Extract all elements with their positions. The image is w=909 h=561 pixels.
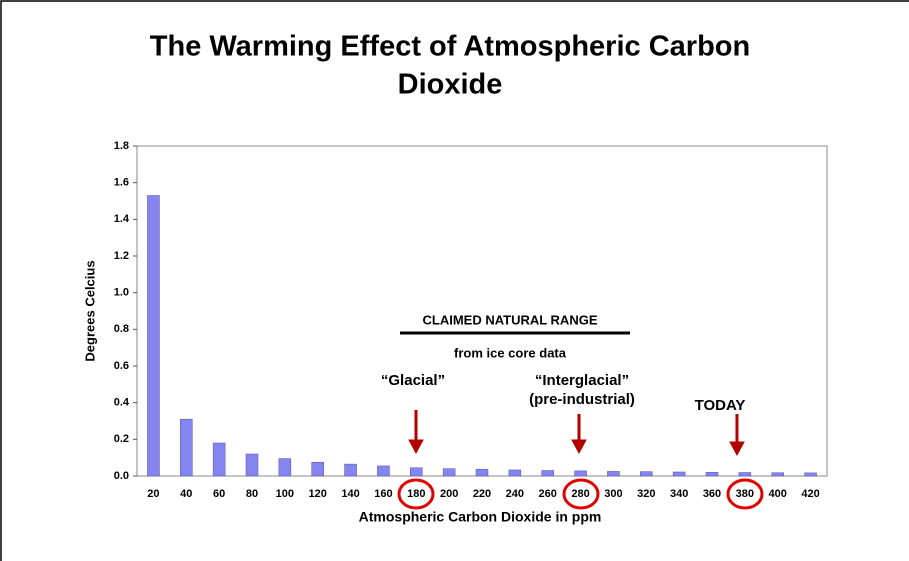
x-tick-label: 100 <box>276 488 294 500</box>
bar <box>574 470 587 477</box>
highlights <box>397 478 764 510</box>
y-tick-label: 0.4 <box>114 397 130 409</box>
bar <box>377 465 390 477</box>
bar <box>212 442 226 477</box>
x-tick-label: 260 <box>539 488 557 500</box>
bar <box>541 470 554 477</box>
y-tick-label: 0.0 <box>114 470 129 482</box>
x-tick-label: 420 <box>801 488 819 500</box>
x-tick-label: 140 <box>341 488 359 500</box>
x-tick-label: 220 <box>473 488 491 500</box>
bar <box>180 418 193 477</box>
x-tick-label: 20 <box>147 488 159 500</box>
annotation: (pre-industrial) <box>529 391 635 408</box>
arrow-head <box>408 439 424 455</box>
y-tick-label: 0.2 <box>114 433 129 445</box>
bar <box>147 195 160 477</box>
plot-area <box>136 145 828 477</box>
y-tick-label: 1.0 <box>114 287 129 299</box>
annotation: “Interglacial” <box>535 372 629 389</box>
x-tick-label: 280 <box>571 488 589 500</box>
bar <box>475 468 489 477</box>
arrow-head <box>571 439 587 455</box>
bar <box>672 471 686 477</box>
highlight-circle <box>562 478 600 510</box>
annotation: CLAIMED NATURAL RANGE <box>422 312 597 327</box>
chart-title: The Warming Effect of Atmospheric Carbon <box>150 31 750 63</box>
x-tick-label: 400 <box>769 488 787 500</box>
x-tick-label: 40 <box>180 488 192 500</box>
x-tick-label: 180 <box>407 488 425 500</box>
y-axis-title: Degrees Celcius <box>82 260 97 361</box>
y-tick-label: 1.2 <box>114 250 129 262</box>
x-tick-label: 240 <box>506 488 524 500</box>
annotation: TODAY <box>695 397 746 414</box>
bar <box>738 472 752 477</box>
bar <box>508 469 522 477</box>
x-tick-label: 120 <box>309 488 327 500</box>
x-tick-label: 320 <box>637 488 655 500</box>
arrow-head <box>729 441 745 457</box>
x-axis-title: Atmospheric Carbon Dioxide in ppm <box>359 509 602 525</box>
bar <box>804 472 817 477</box>
x-tick-label: 200 <box>440 488 458 500</box>
bar <box>607 471 620 477</box>
bar <box>640 471 653 477</box>
x-tick-label: 80 <box>246 488 258 500</box>
x-tick-label: 300 <box>604 488 622 500</box>
highlight-circle <box>397 478 435 510</box>
bar <box>278 458 292 477</box>
bar <box>410 467 423 477</box>
x-tick-label: 340 <box>670 488 688 500</box>
chart-title: Dioxide <box>398 69 503 101</box>
y-tick-label: 0.8 <box>114 323 129 335</box>
y-tick-label: 1.4 <box>114 213 130 225</box>
bar <box>705 472 719 477</box>
annotation: “Glacial” <box>381 372 445 389</box>
bar <box>344 463 357 477</box>
x-tick-label: 360 <box>703 488 721 500</box>
y-tick-label: 0.6 <box>114 360 129 372</box>
y-tick-label: 1.8 <box>114 140 129 152</box>
bar <box>311 462 324 477</box>
arrows <box>408 410 745 457</box>
bar <box>442 468 456 477</box>
x-tick-label: 160 <box>374 488 392 500</box>
y-tick-label: 1.6 <box>114 177 129 189</box>
x-tick-label: 60 <box>213 488 225 500</box>
highlight-circle <box>726 478 764 510</box>
annotation: from ice core data <box>454 345 567 360</box>
x-tick-label: 380 <box>736 488 754 500</box>
bar <box>245 453 259 477</box>
bar <box>771 472 784 477</box>
